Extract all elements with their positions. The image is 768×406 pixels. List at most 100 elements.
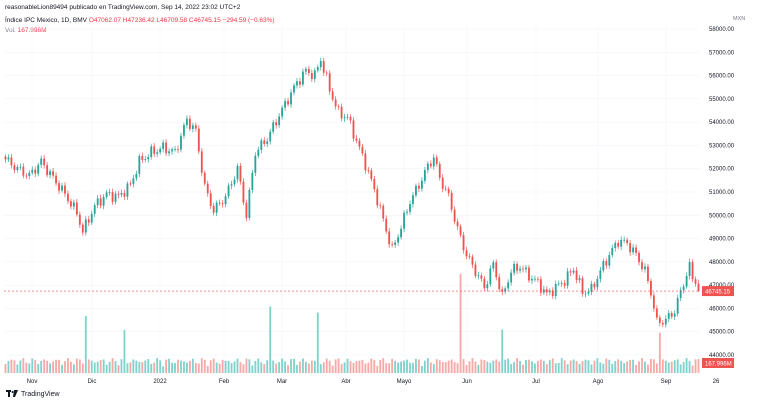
candle-body [569,271,572,273]
candle-body [168,151,170,154]
volume-bar [489,362,492,373]
volume-bar [412,362,414,373]
candle-body [489,268,492,285]
volume-bar [590,364,593,373]
candle-body [566,271,569,286]
candle-body [141,155,144,160]
volume-bar [516,358,518,373]
candle-body [248,189,251,218]
candle-body [340,106,343,119]
candle-body [471,256,474,265]
volume-bar [441,362,444,373]
volume-bar [70,361,72,373]
candle-body [165,142,168,154]
y-tick-label: 55000.00 [709,97,735,103]
candle-body [423,170,426,181]
candle-body [212,205,215,213]
volume-bar [667,362,670,373]
candle-body [697,283,700,292]
volume-bar [263,364,266,373]
tradingview-logo-icon [6,390,18,397]
candle-body [483,278,486,289]
volume-bar [55,359,57,373]
volume-bar [444,362,447,373]
candle-body [245,202,248,218]
last-price-text: 46745.15 [705,290,731,296]
y-tick-label: 56000.00 [709,74,735,80]
volume-bar [664,360,667,373]
candle-body [188,118,191,129]
volume-bar [623,363,626,373]
volume-bar [159,360,162,373]
candle-body [507,282,510,289]
candle-body [257,149,260,156]
volume-bar [313,360,316,373]
candle-body [379,205,382,207]
candle-body [263,140,266,144]
candle-body [459,226,462,236]
candle-body [593,283,596,288]
volume-bar [328,360,331,373]
volume-bar [432,364,435,373]
volume-bar [218,363,221,373]
candle-body [418,185,420,189]
candle-body [138,155,141,174]
symbol-name[interactable]: Índice IPC Mexico, 1D, BMV [5,17,87,24]
candle-body [319,61,322,68]
candle-body [293,85,295,93]
volume-bar [650,358,652,373]
candle-body [206,183,209,194]
volume-bar [78,359,81,373]
volume-bar [287,365,289,373]
volume-bar [28,363,31,373]
candle-body [111,192,114,202]
x-tick-label: Jun [462,379,472,385]
volume-bar [477,364,480,373]
volume-bar [251,365,254,373]
tradingview-footer[interactable]: TradingView [6,390,60,398]
y-tick-label: 52000.00 [709,167,735,173]
candle-body [629,243,632,253]
volume-bar [49,363,52,373]
volume-bar [531,361,533,373]
volume-bar [153,362,156,373]
volume-bar [325,358,328,373]
candle-body [191,125,194,129]
candle-body [147,156,150,160]
candle-body [563,283,566,286]
candle-body [608,255,611,266]
volume-bar [450,359,453,373]
volume-bar [602,363,605,373]
candle-body [284,101,286,108]
volume-bar [13,360,16,373]
candle-body [539,279,542,293]
candle-body [126,183,129,197]
volume-bar [310,360,313,373]
candle-body [67,193,69,202]
last-price-label: 46745.15 [702,286,734,297]
volume-bar [7,361,10,373]
x-tick-label: 26 [713,379,720,385]
candle-body [40,158,43,165]
candle-body [516,263,518,271]
candle-body [22,166,25,176]
candle-body [233,179,236,185]
candle-body [647,266,649,282]
volume-bar [364,363,367,373]
candle-body [352,120,355,139]
candle-body [590,283,593,292]
candle-body [420,180,423,189]
candle-body [117,193,120,195]
x-tick-label: Feb [219,379,230,385]
volume-bar [233,361,236,373]
volume-bar [635,364,637,373]
candle-body [186,118,188,126]
candle-body [34,169,37,174]
volume-bar [111,358,114,373]
volume-bar [453,362,456,373]
last-volume-label: 167.996M [702,358,734,368]
candle-body [171,149,173,152]
candle-body [670,313,673,317]
candles-layer [4,57,700,328]
